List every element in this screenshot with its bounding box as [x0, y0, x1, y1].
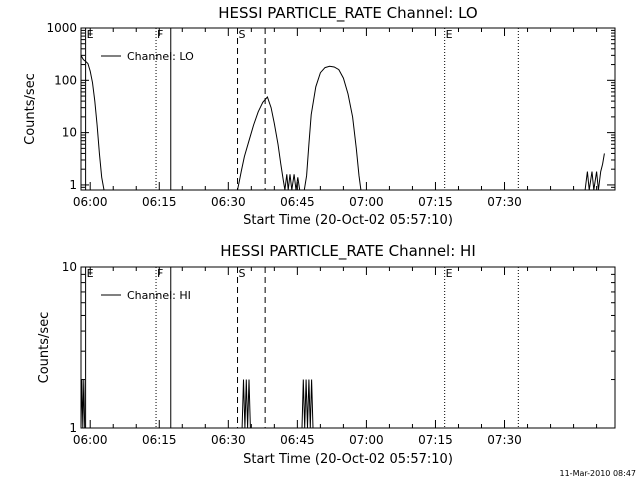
- event-marker-label: E: [87, 267, 94, 280]
- y-tick-label: 10: [62, 260, 77, 274]
- x-tick-label: 06:30: [211, 195, 246, 209]
- event-marker-label: E: [446, 267, 453, 280]
- x-tick-label: 07:30: [487, 433, 522, 447]
- x-tick-label: 06:15: [142, 195, 177, 209]
- panel-channel-lo: HESSI PARTICLE_RATE Channel: LO 06:00 06:1…: [23, 4, 616, 228]
- y-axis-label: Counts/sec: [37, 312, 52, 384]
- x-tick-label: 06:15: [142, 433, 177, 447]
- event-marker-label: E: [87, 28, 94, 41]
- panel-channel-hi: HESSI PARTICLE_RATE Channel: HI 06:00 06:1…: [37, 242, 616, 467]
- plot-frame: [80, 27, 616, 191]
- event-marker-label: E: [446, 28, 453, 41]
- footer-timestamp: 11-Mar-2010 08:47: [560, 469, 637, 478]
- x-tick-label: 06:45: [280, 195, 315, 209]
- x-tick-label: 07:00: [349, 433, 384, 447]
- y-tick-label: 1: [69, 421, 77, 435]
- x-axis-label: Start Time (20-Oct-02 05:57:10): [243, 213, 453, 228]
- y-tick-label: 1000: [46, 21, 77, 35]
- x-tick-label: 06:45: [280, 433, 315, 447]
- x-tick-label: 06:00: [73, 433, 108, 447]
- chart-title: HESSI PARTICLE_RATE Channel: LO: [218, 4, 477, 23]
- y-tick-label: 1: [69, 178, 77, 192]
- legend-label: Channel: HI: [127, 289, 191, 302]
- series-line: [80, 379, 314, 429]
- x-tick-label: 06:00: [73, 195, 108, 209]
- x-tick-label: 07:30: [487, 195, 522, 209]
- x-tick-label: 07:15: [418, 433, 453, 447]
- x-tick-label: 07:15: [418, 195, 453, 209]
- event-marker-label: S: [239, 267, 246, 280]
- y-axis-label: Counts/sec: [23, 73, 38, 145]
- legend-label: Channel: LO: [127, 50, 194, 63]
- y-tick-label: 100: [54, 73, 77, 87]
- event-marker-label: S: [239, 28, 246, 41]
- x-axis-label: Start Time (20-Oct-02 05:57:10): [243, 452, 453, 467]
- x-tick-label: 06:30: [211, 433, 246, 447]
- chart-title: HESSI PARTICLE_RATE Channel: HI: [220, 242, 476, 261]
- event-marker-label: F: [157, 267, 163, 280]
- series-line: [80, 55, 605, 191]
- x-tick-label: 07:00: [349, 195, 384, 209]
- event-marker-label: F: [157, 28, 163, 41]
- plot-frame: [80, 266, 616, 429]
- y-tick-label: 10: [62, 126, 77, 140]
